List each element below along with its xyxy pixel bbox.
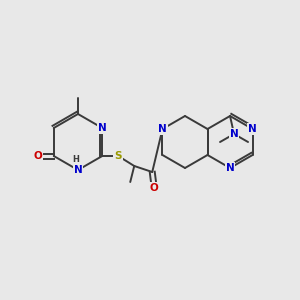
Text: O: O bbox=[33, 151, 42, 161]
Text: O: O bbox=[150, 183, 159, 193]
Text: H: H bbox=[73, 154, 80, 164]
Text: N: N bbox=[226, 163, 234, 173]
Text: S: S bbox=[115, 151, 122, 161]
Text: N: N bbox=[158, 124, 167, 134]
Text: N: N bbox=[248, 124, 257, 134]
Text: N: N bbox=[98, 123, 106, 133]
Text: N: N bbox=[230, 129, 239, 139]
Text: N: N bbox=[74, 165, 82, 175]
